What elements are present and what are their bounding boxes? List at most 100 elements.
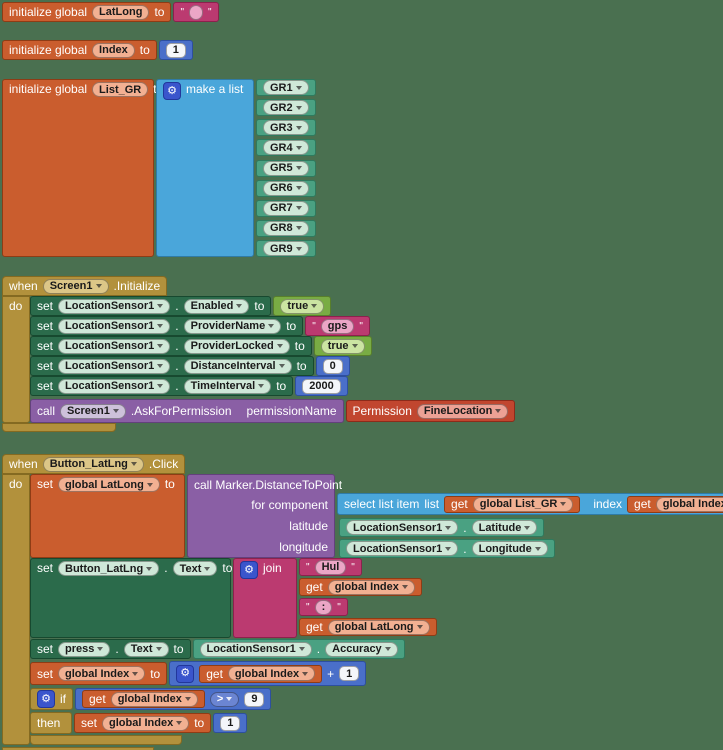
component-block[interactable]: GR4 bbox=[256, 139, 316, 157]
component-dropdown[interactable]: LocationSensor1 bbox=[58, 378, 171, 394]
variable-name-field[interactable]: Index bbox=[92, 42, 135, 58]
permission-helper-block[interactable]: Permission FineLocation bbox=[345, 400, 516, 422]
property-getter-block[interactable]: LocationSensor1 . Latitude bbox=[339, 518, 545, 537]
component-block[interactable]: GR2 bbox=[256, 99, 316, 117]
property-dropdown[interactable]: ProviderLocked bbox=[183, 338, 290, 354]
number-block[interactable]: 0 bbox=[315, 356, 350, 376]
logic-true-block[interactable]: true bbox=[313, 336, 372, 356]
mutator-gear-icon[interactable]: ⚙ bbox=[240, 561, 258, 579]
text-value-field[interactable]: : bbox=[314, 599, 333, 615]
text-value-field[interactable] bbox=[189, 4, 204, 20]
component-dropdown[interactable]: LocationSensor1 bbox=[346, 520, 459, 535]
component-dropdown[interactable]: GR6 bbox=[263, 180, 309, 196]
set-variable-block[interactable]: set global Index to bbox=[30, 662, 168, 685]
component-dropdown[interactable]: GR5 bbox=[263, 160, 309, 176]
number-field[interactable]: 9 bbox=[244, 691, 265, 707]
component-block[interactable]: GR1 bbox=[256, 79, 316, 96]
math-plus-block[interactable]: ⚙ get global Index + 1 bbox=[169, 661, 367, 686]
property-dropdown[interactable]: DistanceInterval bbox=[183, 358, 292, 374]
number-field[interactable]: 1 bbox=[165, 42, 186, 58]
text-string-block[interactable]: " gps " bbox=[305, 316, 370, 336]
get-variable-block[interactable]: get global Index bbox=[199, 664, 323, 683]
variable-name-field[interactable]: LatLong bbox=[92, 4, 150, 20]
component-block[interactable]: GR7 bbox=[256, 199, 316, 217]
set-property-block[interactable]: set LocationSensor1 . TimeInterval to bbox=[30, 376, 294, 396]
mutator-gear-icon[interactable]: ⚙ bbox=[163, 82, 181, 100]
component-dropdown[interactable]: LocationSensor1 bbox=[58, 358, 171, 374]
operator-dropdown[interactable]: > bbox=[209, 691, 240, 707]
initialize-global-block[interactable]: initialize global Index to bbox=[2, 40, 157, 60]
logic-dropdown[interactable]: true bbox=[320, 338, 365, 354]
set-property-block[interactable]: set LocationSensor1 . ProviderName to bbox=[30, 316, 304, 336]
variable-dropdown[interactable]: global Index bbox=[327, 579, 415, 595]
permission-dropdown[interactable]: FineLocation bbox=[416, 403, 509, 419]
get-variable-block[interactable]: get global Index bbox=[627, 495, 723, 513]
component-dropdown[interactable]: LocationSensor1 bbox=[58, 338, 171, 354]
join-block[interactable]: ⚙ join bbox=[233, 558, 297, 638]
variable-dropdown[interactable]: global Index bbox=[58, 666, 146, 681]
variable-dropdown[interactable]: global Index bbox=[110, 691, 198, 707]
mutator-gear-icon[interactable]: ⚙ bbox=[37, 690, 55, 708]
call-method-block[interactable]: call Screen1 .AskForPermission permissio… bbox=[30, 399, 344, 423]
text-string-block[interactable]: " : " bbox=[299, 598, 348, 616]
make-a-list-block[interactable]: ⚙ make a list bbox=[156, 79, 254, 257]
component-dropdown[interactable]: GR2 bbox=[263, 100, 309, 116]
text-value-field[interactable]: gps bbox=[320, 318, 355, 334]
logic-true-block[interactable]: true bbox=[273, 296, 332, 316]
property-dropdown[interactable]: Text bbox=[172, 561, 218, 576]
component-dropdown[interactable]: LocationSensor1 bbox=[58, 298, 171, 314]
initialize-global-block[interactable]: initialize global LatLong to bbox=[2, 2, 172, 22]
component-dropdown[interactable]: LocationSensor1 bbox=[346, 541, 459, 556]
variable-dropdown[interactable]: global Index bbox=[227, 666, 316, 681]
variable-dropdown[interactable]: global List_GR bbox=[472, 496, 574, 512]
variable-dropdown[interactable]: global Index bbox=[655, 496, 723, 512]
property-dropdown[interactable]: Longitude bbox=[471, 541, 548, 556]
set-property-block[interactable]: set LocationSensor1 . ProviderLocked to bbox=[30, 336, 312, 356]
variable-dropdown[interactable]: global LatLong bbox=[58, 477, 160, 492]
set-property-block[interactable]: set LocationSensor1 . Enabled to bbox=[30, 296, 272, 316]
set-property-block[interactable]: set LocationSensor1 . DistanceInterval t… bbox=[30, 356, 314, 376]
property-dropdown[interactable]: Latitude bbox=[471, 520, 538, 535]
property-getter-block[interactable]: LocationSensor1 . Longitude bbox=[339, 539, 555, 558]
component-block[interactable]: GR3 bbox=[256, 119, 316, 137]
property-dropdown[interactable]: TimeInterval bbox=[183, 378, 272, 394]
then-rail[interactable]: then bbox=[30, 712, 72, 734]
set-property-block[interactable]: set press . Text to bbox=[30, 639, 191, 659]
variable-name-field[interactable]: List_GR bbox=[92, 82, 149, 97]
number-block[interactable]: 1 bbox=[213, 713, 248, 733]
number-field[interactable]: 2000 bbox=[302, 378, 341, 394]
property-dropdown[interactable]: Accuracy bbox=[325, 641, 398, 657]
comparison-block[interactable]: get global Index > 9 bbox=[75, 688, 272, 710]
property-getter-block[interactable]: LocationSensor1 . Accuracy bbox=[192, 639, 405, 659]
component-dropdown[interactable]: Screen1 bbox=[42, 278, 109, 294]
component-dropdown[interactable]: GR8 bbox=[263, 220, 309, 236]
component-dropdown[interactable]: GR9 bbox=[263, 241, 309, 256]
marker-distance-call-block[interactable]: call Marker.DistanceToPoint for componen… bbox=[187, 474, 342, 558]
component-dropdown[interactable]: LocationSensor1 bbox=[199, 641, 312, 657]
set-variable-block[interactable]: set global Index to bbox=[74, 713, 212, 733]
logic-dropdown[interactable]: true bbox=[280, 298, 325, 314]
component-dropdown[interactable]: Button_LatLng bbox=[42, 456, 144, 472]
component-dropdown[interactable]: LocationSensor1 bbox=[58, 318, 171, 334]
select-list-item-block[interactable]: select list item list get global List_GR… bbox=[337, 493, 723, 515]
component-dropdown[interactable]: Button_LatLng bbox=[58, 561, 160, 576]
component-block[interactable]: GR6 bbox=[256, 179, 316, 197]
if-block-header[interactable]: ⚙ if bbox=[30, 688, 73, 710]
number-field[interactable]: 0 bbox=[322, 358, 343, 374]
property-dropdown[interactable]: Enabled bbox=[183, 298, 250, 314]
initialize-global-block[interactable]: initialize global List_GR to bbox=[2, 79, 163, 257]
component-dropdown[interactable]: Screen1 bbox=[60, 403, 126, 419]
component-block[interactable]: GR8 bbox=[256, 219, 316, 237]
component-block[interactable]: GR5 bbox=[256, 159, 316, 177]
get-variable-block[interactable]: get global List_GR bbox=[444, 495, 581, 513]
get-variable-block[interactable]: get global Index bbox=[299, 578, 422, 596]
mutator-gear-icon[interactable]: ⚙ bbox=[176, 664, 195, 683]
when-event-block[interactable]: when Screen1 .Initialize bbox=[2, 276, 168, 296]
variable-dropdown[interactable]: global LatLong bbox=[327, 619, 430, 635]
get-variable-block[interactable]: get global Index bbox=[82, 690, 205, 708]
do-rail[interactable]: do bbox=[2, 296, 30, 423]
component-dropdown[interactable]: GR7 bbox=[263, 200, 309, 216]
when-event-block[interactable]: when Button_LatLng .Click bbox=[2, 454, 186, 474]
component-dropdown[interactable]: GR4 bbox=[263, 140, 309, 156]
component-dropdown[interactable]: GR1 bbox=[263, 80, 309, 95]
